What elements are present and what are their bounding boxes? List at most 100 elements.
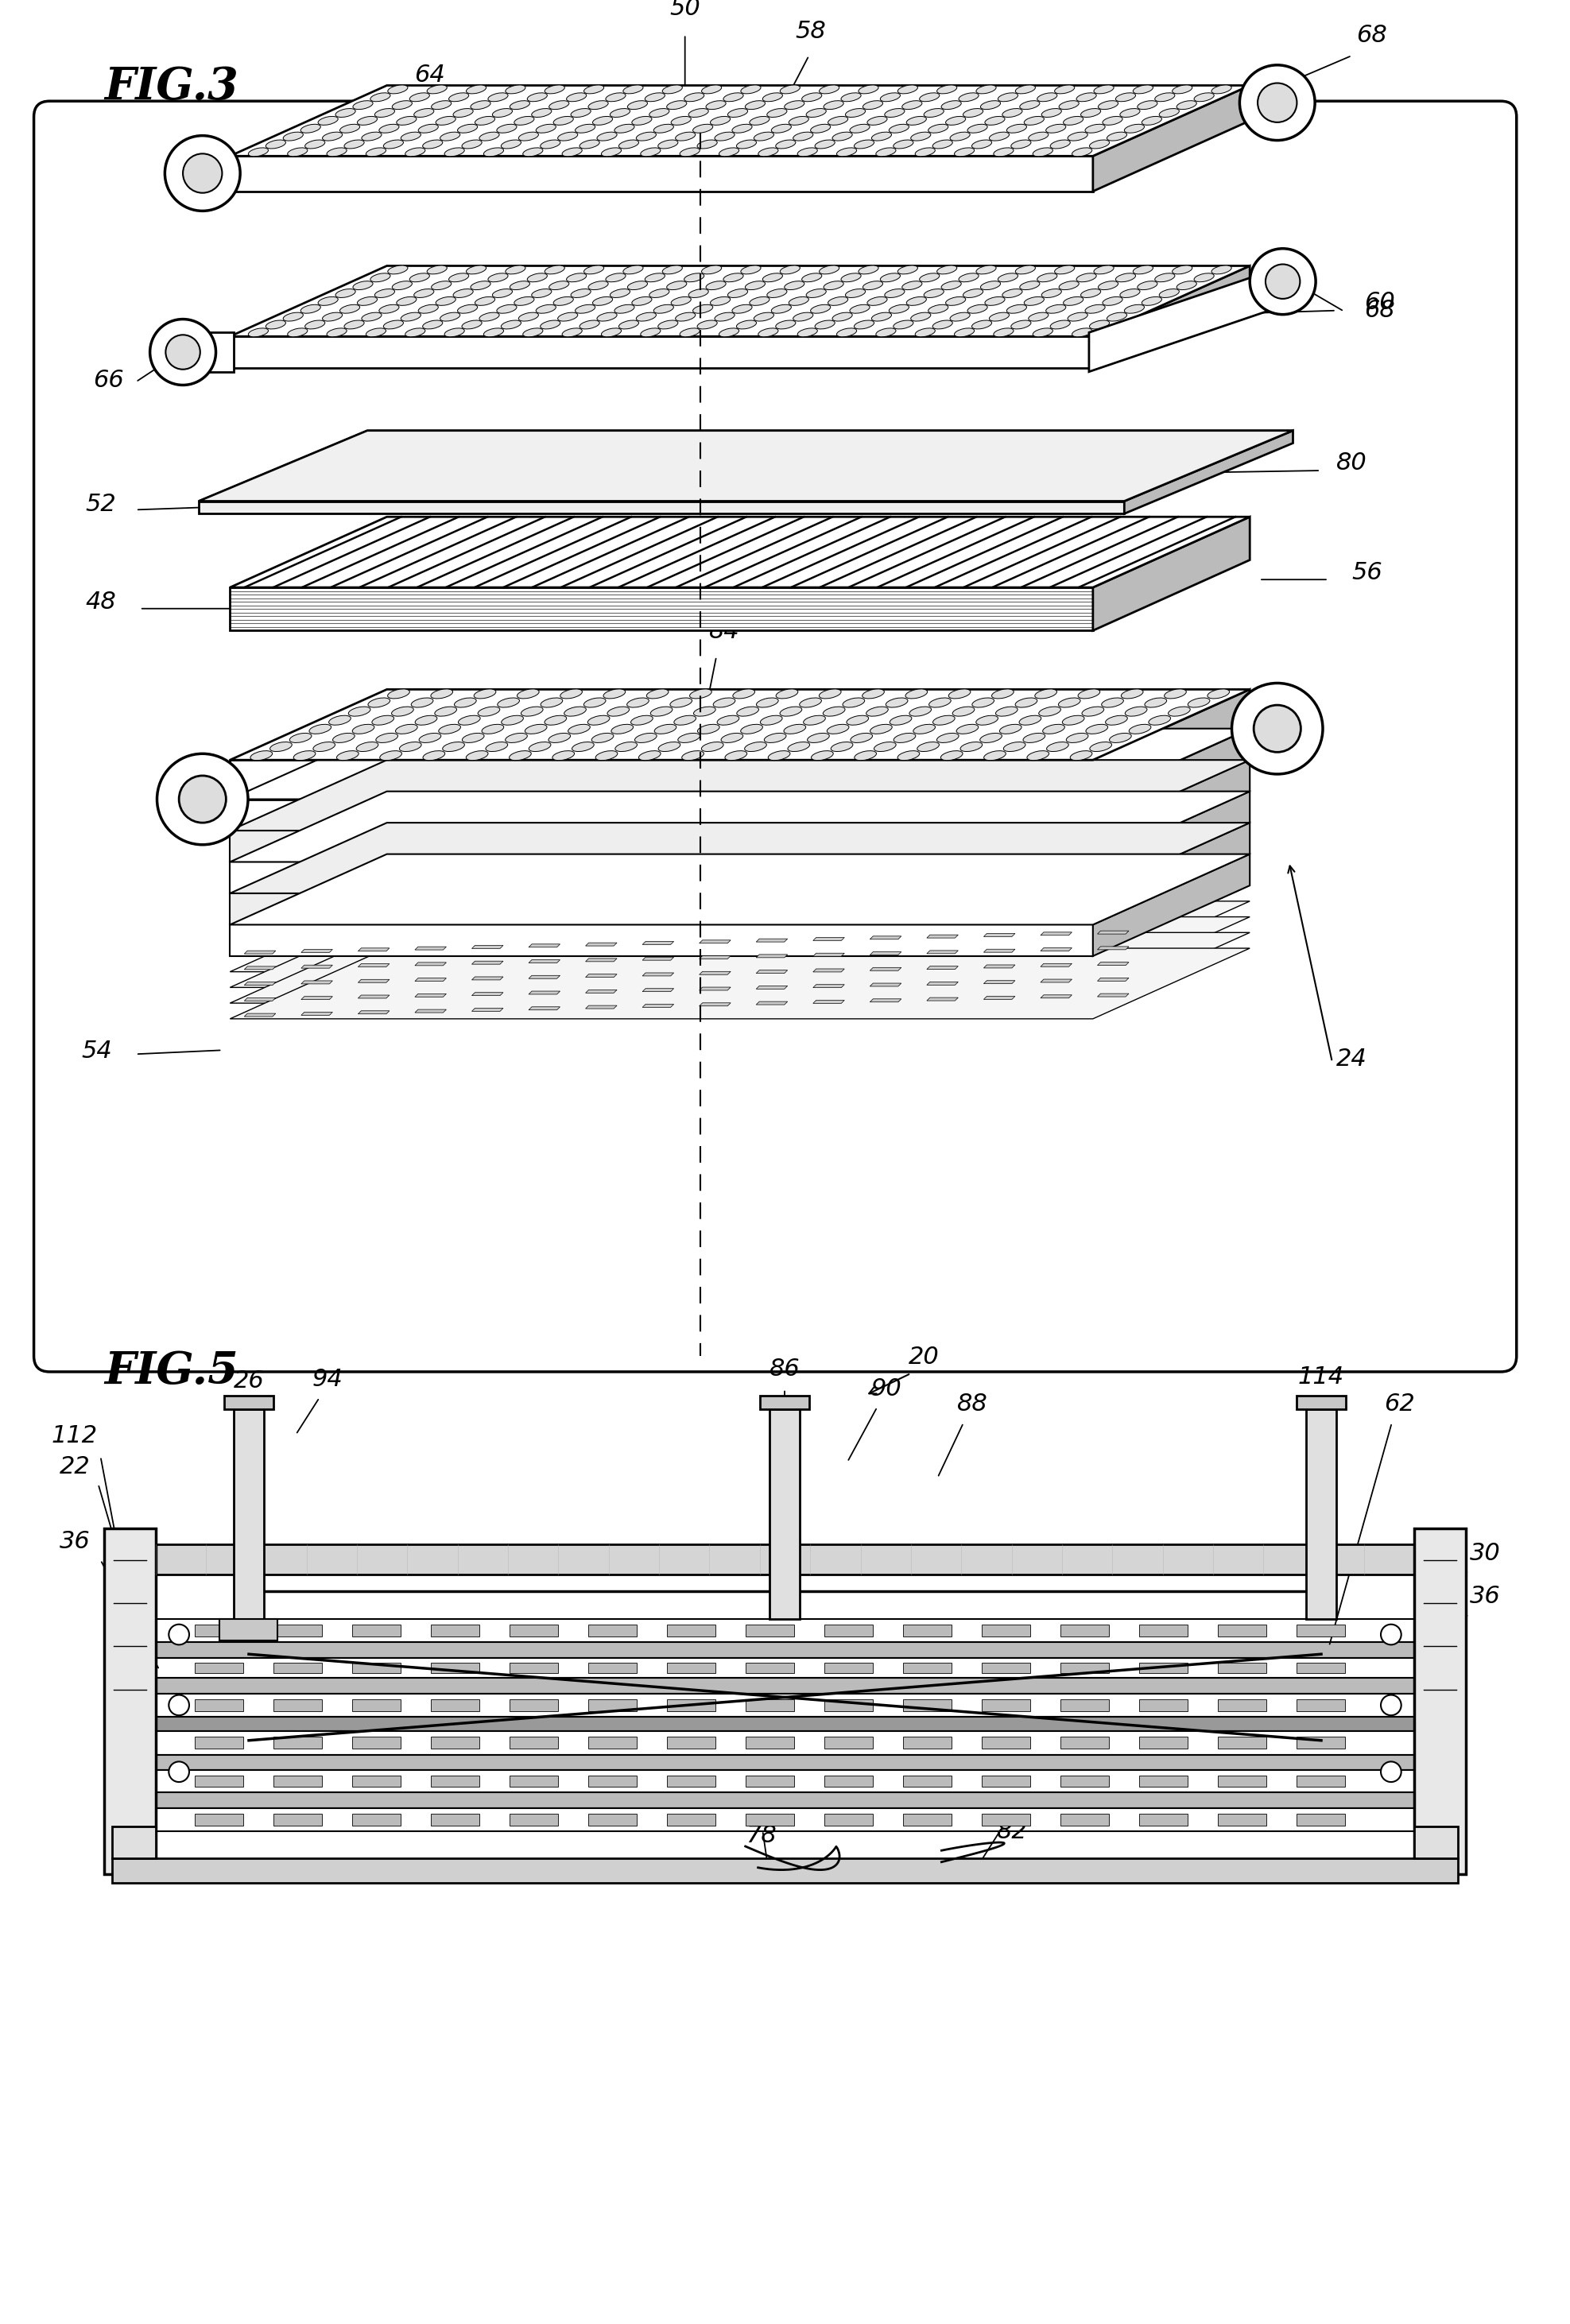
Polygon shape — [225, 1394, 273, 1408]
Ellipse shape — [948, 688, 970, 700]
Polygon shape — [903, 1624, 951, 1636]
Polygon shape — [301, 964, 333, 969]
Ellipse shape — [575, 123, 595, 132]
Ellipse shape — [810, 304, 831, 314]
Polygon shape — [813, 937, 845, 941]
Polygon shape — [981, 1776, 1030, 1787]
Ellipse shape — [945, 116, 966, 125]
Ellipse shape — [557, 311, 578, 321]
Ellipse shape — [248, 328, 268, 337]
Ellipse shape — [477, 706, 499, 716]
Text: FIG.3: FIG.3 — [105, 65, 239, 109]
Ellipse shape — [1072, 149, 1093, 156]
Ellipse shape — [532, 288, 551, 297]
Ellipse shape — [1212, 265, 1231, 274]
Ellipse shape — [1079, 688, 1101, 700]
Ellipse shape — [422, 751, 444, 760]
Polygon shape — [981, 1664, 1030, 1673]
Polygon shape — [195, 1776, 243, 1787]
Polygon shape — [1124, 430, 1294, 514]
Ellipse shape — [937, 732, 959, 744]
Ellipse shape — [287, 149, 308, 156]
Ellipse shape — [1105, 716, 1127, 725]
Ellipse shape — [1145, 697, 1167, 706]
Ellipse shape — [309, 725, 331, 734]
Ellipse shape — [989, 311, 1010, 321]
Ellipse shape — [405, 328, 425, 337]
Ellipse shape — [758, 149, 779, 156]
Polygon shape — [155, 1657, 1415, 1678]
Ellipse shape — [680, 149, 700, 156]
Ellipse shape — [1016, 86, 1035, 93]
Ellipse shape — [352, 725, 374, 734]
Ellipse shape — [798, 149, 818, 156]
Ellipse shape — [510, 281, 529, 290]
Polygon shape — [430, 1813, 479, 1827]
Polygon shape — [1297, 1664, 1345, 1673]
Ellipse shape — [545, 86, 565, 93]
Ellipse shape — [906, 688, 928, 700]
Ellipse shape — [392, 281, 413, 290]
Ellipse shape — [1116, 93, 1135, 102]
Ellipse shape — [1090, 139, 1110, 149]
Polygon shape — [1297, 1624, 1345, 1636]
Ellipse shape — [449, 93, 469, 102]
Ellipse shape — [484, 149, 504, 156]
Ellipse shape — [884, 288, 904, 297]
Ellipse shape — [1173, 265, 1192, 274]
Ellipse shape — [410, 93, 430, 102]
Polygon shape — [586, 944, 617, 946]
Ellipse shape — [675, 311, 696, 321]
Polygon shape — [229, 932, 1250, 1004]
Ellipse shape — [1006, 304, 1027, 314]
Ellipse shape — [444, 328, 465, 337]
Ellipse shape — [603, 688, 625, 700]
Ellipse shape — [768, 751, 790, 760]
Polygon shape — [589, 1624, 637, 1636]
Polygon shape — [273, 1813, 322, 1827]
Ellipse shape — [422, 139, 443, 149]
Ellipse shape — [1107, 311, 1127, 321]
Ellipse shape — [763, 274, 782, 281]
Ellipse shape — [524, 725, 546, 734]
Ellipse shape — [689, 288, 708, 297]
Ellipse shape — [1046, 304, 1066, 314]
Ellipse shape — [1055, 265, 1074, 274]
Ellipse shape — [553, 751, 575, 760]
Polygon shape — [1060, 1699, 1110, 1710]
Ellipse shape — [636, 311, 656, 321]
Ellipse shape — [876, 149, 896, 156]
Ellipse shape — [788, 116, 809, 125]
Ellipse shape — [717, 716, 739, 725]
Ellipse shape — [984, 751, 1006, 760]
Polygon shape — [414, 962, 446, 964]
Ellipse shape — [545, 716, 567, 725]
Ellipse shape — [366, 328, 386, 337]
Ellipse shape — [361, 132, 382, 142]
Ellipse shape — [766, 109, 787, 116]
Polygon shape — [760, 1394, 809, 1408]
Ellipse shape — [667, 100, 686, 109]
Ellipse shape — [962, 109, 983, 116]
Ellipse shape — [440, 311, 460, 321]
Polygon shape — [229, 862, 1093, 892]
Ellipse shape — [972, 139, 992, 149]
Ellipse shape — [1090, 321, 1110, 330]
Ellipse shape — [876, 328, 896, 337]
Ellipse shape — [427, 265, 447, 274]
Polygon shape — [589, 1776, 637, 1787]
Ellipse shape — [1102, 297, 1123, 304]
Polygon shape — [586, 1006, 617, 1009]
Ellipse shape — [793, 132, 813, 142]
Ellipse shape — [667, 281, 686, 290]
Ellipse shape — [319, 116, 338, 125]
Ellipse shape — [440, 132, 460, 142]
Ellipse shape — [327, 328, 347, 337]
Ellipse shape — [694, 706, 716, 716]
Ellipse shape — [367, 697, 389, 706]
Ellipse shape — [388, 265, 408, 274]
Polygon shape — [984, 997, 1016, 999]
Polygon shape — [926, 951, 958, 953]
Ellipse shape — [898, 86, 918, 93]
Polygon shape — [529, 944, 560, 948]
